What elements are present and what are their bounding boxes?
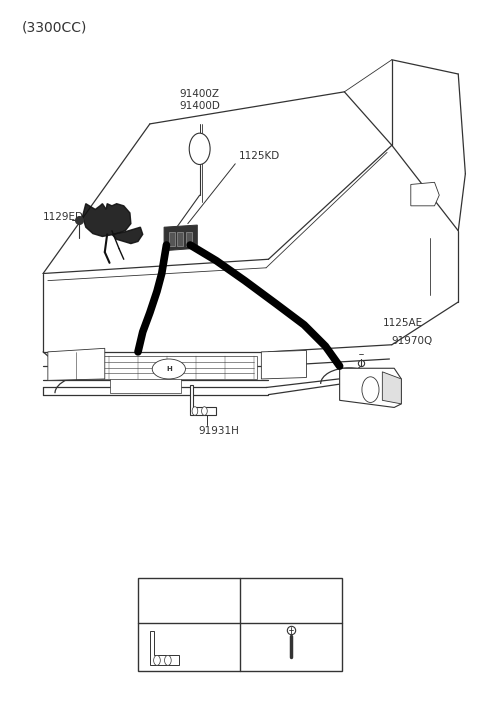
Polygon shape <box>83 204 131 236</box>
Text: 91931H: 91931H <box>198 426 239 436</box>
Circle shape <box>202 406 207 415</box>
Polygon shape <box>340 368 401 407</box>
Text: 91970Q: 91970Q <box>392 336 433 346</box>
Polygon shape <box>411 182 439 206</box>
Polygon shape <box>164 225 197 251</box>
Circle shape <box>189 133 210 164</box>
Text: 1125AE: 1125AE <box>383 318 422 328</box>
Text: (3300CC): (3300CC) <box>22 21 87 34</box>
Text: 1129ED: 1129ED <box>43 212 84 222</box>
Bar <box>178 232 183 246</box>
Polygon shape <box>48 348 105 381</box>
Text: H: H <box>166 366 172 372</box>
Circle shape <box>362 377 379 403</box>
Polygon shape <box>190 385 216 414</box>
Text: 91400Z
91400D: 91400Z 91400D <box>179 88 220 111</box>
Text: 91993: 91993 <box>170 592 208 605</box>
Polygon shape <box>112 227 143 243</box>
Polygon shape <box>150 631 179 666</box>
Text: 1140AA: 1140AA <box>268 592 314 605</box>
Bar <box>138 579 342 671</box>
Ellipse shape <box>152 359 185 379</box>
Bar <box>109 372 180 393</box>
Bar <box>186 232 192 246</box>
Polygon shape <box>261 350 306 379</box>
Circle shape <box>192 406 198 415</box>
Bar <box>48 356 257 379</box>
Circle shape <box>165 656 171 666</box>
Text: 1125KD: 1125KD <box>239 151 280 161</box>
Circle shape <box>154 656 160 666</box>
Polygon shape <box>383 372 401 404</box>
Bar <box>169 232 175 246</box>
